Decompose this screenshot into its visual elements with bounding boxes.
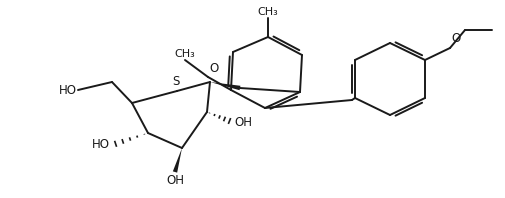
Text: HO: HO [59, 84, 77, 96]
Text: O: O [450, 32, 460, 45]
Text: HO: HO [92, 138, 110, 151]
Polygon shape [210, 82, 240, 90]
Text: OH: OH [166, 174, 184, 187]
Text: S: S [172, 75, 179, 88]
Text: CH₃: CH₃ [174, 49, 195, 59]
Polygon shape [173, 148, 182, 173]
Text: O: O [209, 62, 218, 75]
Text: CH₃: CH₃ [257, 7, 278, 17]
Text: OH: OH [233, 115, 251, 129]
